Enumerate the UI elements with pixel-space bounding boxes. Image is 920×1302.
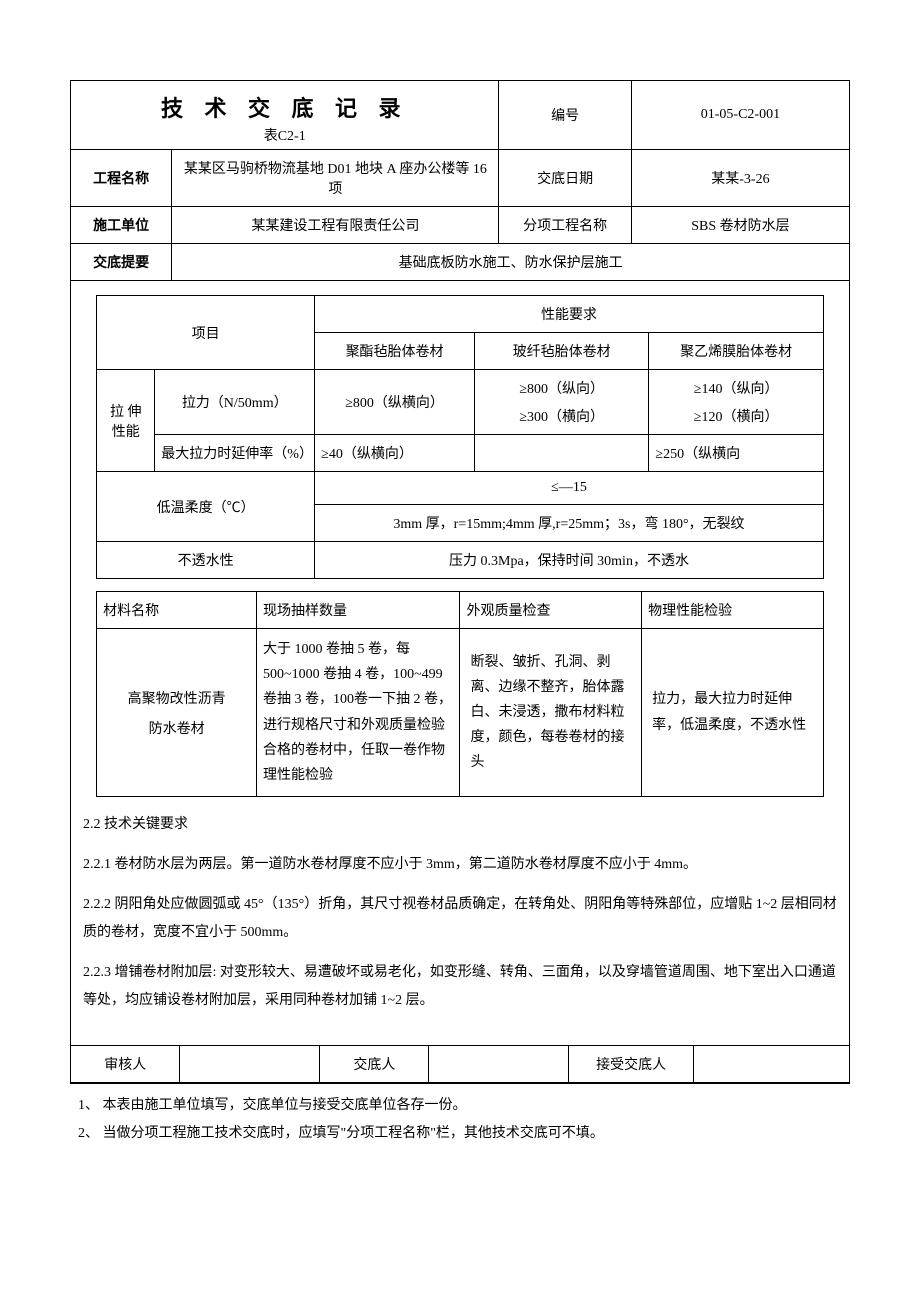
perf-r3-note: 3mm 厚，r=15mm;4mm 厚,r=25mm；3s，弯 180°，无裂纹 [315, 505, 824, 542]
unit-row: 施工单位 某某建设工程有限责任公司 分项工程名称 SBS 卷材防水层 [71, 207, 850, 244]
unit-label: 施工单位 [71, 207, 172, 244]
footer-n1: 1、 本表由施工单位填写，交底单位与接受交底单位各存一份。 [78, 1092, 850, 1120]
perf-r3-val: ≤—15 [315, 472, 824, 505]
sig-v3 [693, 1046, 849, 1083]
perf-tensile-label: 拉 伸性能 [97, 370, 155, 472]
summary-label: 交底提要 [71, 244, 172, 281]
subproj-label: 分项工程名称 [499, 207, 631, 244]
doc-subtitle: 表C2-1 [71, 125, 498, 145]
body-p3: 2.2.2 阴阳角处应做圆弧或 45°（135°）折角，其尺寸视卷材品质确定，在… [79, 885, 841, 953]
sig-v2 [429, 1046, 569, 1083]
sig-s1: 审核人 [71, 1046, 180, 1083]
perf-r1c3a: ≥140（纵向） [655, 378, 816, 398]
proj-row: 工程名称 某某区马驹桥物流基地 D01 地块 A 座办公楼等 16 项 交底日期… [71, 150, 850, 207]
footer-n2: 2、 当做分项工程施工技术交底时，应填写"分项工程名称"栏，其他技术交底可不填。 [78, 1120, 850, 1148]
mat-c1: 高聚物改性沥青 防水卷材 [97, 629, 257, 797]
footer-notes: 1、 本表由施工单位填写，交底单位与接受交底单位各存一份。 2、 当做分项工程施… [70, 1092, 850, 1148]
sig-s3: 接受交底人 [569, 1046, 693, 1083]
body-row: 项目 性能要求 聚酯毡胎体卷材 玻纤毡胎体卷材 聚乙烯膜胎体卷材 拉 伸性能 拉… [71, 281, 850, 1084]
perf-r2c3: ≥250（纵横向 [649, 435, 823, 472]
mat-c3: 断裂、皱折、孔洞、剥离、边缘不整齐，胎体露白、未浸透，撒布材料粒度，颜色，每卷卷… [460, 629, 642, 797]
perf-r2-label: 最大拉力时延伸率（%） [155, 435, 315, 472]
perf-r3-label: 低温柔度（℃） [97, 472, 315, 542]
perf-req-header: 性能要求 [315, 296, 824, 333]
perf-r1c3: ≥140（纵向） ≥120（横向） [649, 370, 823, 435]
perf-item-header: 项目 [97, 296, 315, 370]
mat-h3: 外观质量检查 [460, 592, 642, 629]
mat-h4: 物理性能检验 [642, 592, 824, 629]
mat-c4: 拉力，最大拉力时延伸率，低温柔度，不透水性 [642, 629, 824, 797]
main-table: 技 术 交 底 记 录 表C2-1 编号 01-05-C2-001 工程名称 某… [70, 80, 850, 1084]
subproj-value: SBS 卷材防水层 [631, 207, 849, 244]
unit-value: 某某建设工程有限责任公司 [172, 207, 499, 244]
num-label: 编号 [499, 81, 631, 150]
num-value: 01-05-C2-001 [631, 81, 849, 150]
perf-r1-label: 拉力（N/50mm） [155, 370, 315, 435]
signature-table: 审核人 交底人 接受交底人 [71, 1045, 849, 1083]
mat-c2: 大于 1000 卷抽 5 卷，每 500~1000 卷抽 4 卷，100~499… [257, 629, 460, 797]
summary-row: 交底提要 基础底板防水施工、防水保护层施工 [71, 244, 850, 281]
perf-r1c1: ≥800（纵横向） [315, 370, 475, 435]
proj-label: 工程名称 [71, 150, 172, 207]
mat-c1a: 高聚物改性沥青 [103, 688, 250, 708]
sig-v1 [180, 1046, 320, 1083]
perf-sub2: 玻纤毡胎体卷材 [475, 333, 649, 370]
perf-sub1: 聚酯毡胎体卷材 [315, 333, 475, 370]
body-p2: 2.2.1 卷材防水层为两层。第一道防水卷材厚度不应小于 3mm，第二道防水卷材… [79, 845, 841, 885]
summary-value: 基础底板防水施工、防水保护层施工 [172, 244, 850, 281]
perf-r2c1: ≥40（纵横向） [315, 435, 475, 472]
perf-r1c3b: ≥120（横向） [655, 406, 816, 426]
doc-title: 技 术 交 底 记 录 [71, 91, 498, 125]
perf-r1c2: ≥800（纵向） ≥300（横向） [475, 370, 649, 435]
perf-sub3: 聚乙烯膜胎体卷材 [649, 333, 823, 370]
body-p4: 2.2.3 增铺卷材附加层: 对变形较大、易遭破坏或易老化，如变形缝、转角、三面… [79, 953, 841, 1021]
mat-c1b: 防水卷材 [103, 718, 250, 738]
perf-r2c2 [475, 435, 649, 472]
perf-r4-label: 不透水性 [97, 542, 315, 579]
perf-r1c2b: ≥300（横向） [481, 406, 642, 426]
perf-r1c2a: ≥800（纵向） [481, 378, 642, 398]
date-value: 某某-3-26 [631, 150, 849, 207]
material-table: 材料名称 现场抽样数量 外观质量检查 物理性能检验 高聚物改性沥青 防水卷材 大… [96, 591, 824, 797]
perf-r4-val: 压力 0.3Mpa，保持时间 30min，不透水 [315, 542, 824, 579]
date-label: 交底日期 [499, 150, 631, 207]
proj-value: 某某区马驹桥物流基地 D01 地块 A 座办公楼等 16 项 [172, 150, 499, 207]
body-p1: 2.2 技术关键要求 [79, 805, 841, 845]
mat-h2: 现场抽样数量 [257, 592, 460, 629]
title-row: 技 术 交 底 记 录 表C2-1 编号 01-05-C2-001 [71, 81, 850, 150]
performance-table: 项目 性能要求 聚酯毡胎体卷材 玻纤毡胎体卷材 聚乙烯膜胎体卷材 拉 伸性能 拉… [96, 295, 824, 579]
mat-h1: 材料名称 [97, 592, 257, 629]
sig-s2: 交底人 [320, 1046, 429, 1083]
